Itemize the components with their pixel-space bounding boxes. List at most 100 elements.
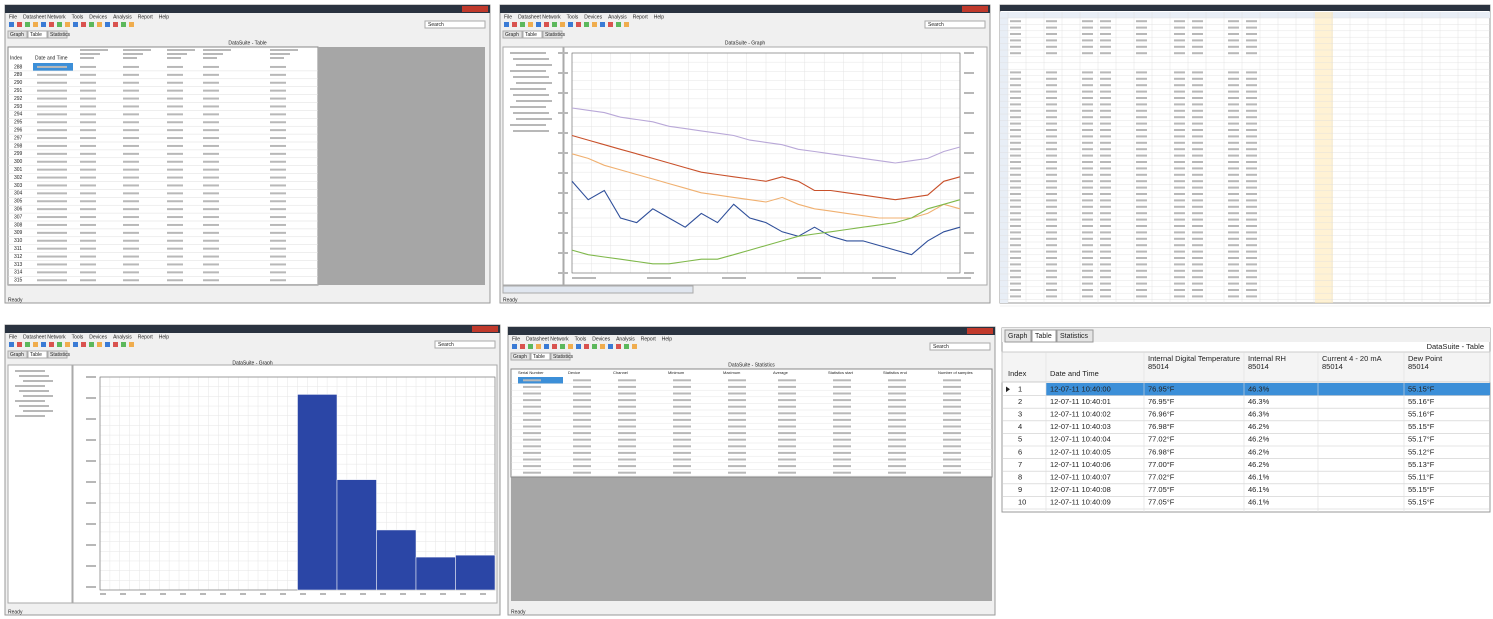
blurred-text	[203, 49, 231, 51]
blurred-text	[1228, 283, 1239, 285]
blurred-text	[1046, 27, 1057, 29]
blurred-text	[1246, 174, 1257, 176]
blurred-text	[1082, 123, 1093, 125]
tab-label[interactable]: Graph	[10, 32, 24, 38]
menu-item[interactable]: Datasheet Network	[518, 14, 561, 20]
menu-item[interactable]: File	[504, 14, 512, 20]
menu-item[interactable]: Devices	[89, 334, 107, 340]
blurred-text	[1246, 270, 1257, 272]
tab-label[interactable]: Statistics	[553, 354, 574, 360]
menu-item[interactable]: Datasheet Network	[23, 14, 66, 20]
blurred-text	[888, 393, 906, 395]
toolbar-icon	[57, 342, 62, 347]
search-placeholder[interactable]: Search	[933, 344, 949, 350]
blurred-text	[203, 248, 219, 250]
menu-item[interactable]: File	[9, 334, 17, 340]
menu-item[interactable]: Datasheet Network	[526, 336, 569, 342]
blurred-text	[728, 412, 746, 414]
blurred-text	[673, 379, 691, 381]
menu-item[interactable]: Help	[159, 334, 170, 340]
blurred-text	[1174, 231, 1185, 233]
menu-item[interactable]: Analysis	[113, 334, 132, 340]
blurred-text	[80, 121, 96, 123]
menu-item[interactable]: Report	[641, 336, 657, 342]
blurred-text	[1246, 219, 1257, 221]
blurred-text	[270, 184, 286, 186]
blurred-text	[1174, 180, 1185, 182]
blurred-text	[1046, 289, 1057, 291]
blurred-text	[1174, 244, 1185, 246]
search-placeholder[interactable]: Search	[438, 342, 454, 348]
menu-item[interactable]: Report	[138, 14, 154, 20]
blurred-text	[167, 121, 183, 123]
blurred-text	[1046, 116, 1057, 118]
blurred-text	[1100, 187, 1111, 189]
blurred-text	[1174, 33, 1185, 35]
blurred-text	[1082, 97, 1093, 99]
menu-item[interactable]: Tools	[72, 334, 84, 340]
toolbar-icon	[25, 22, 30, 27]
blurred-text	[37, 224, 67, 226]
tab-label[interactable]: Graph	[513, 354, 527, 360]
menu-item[interactable]: Devices	[584, 14, 602, 20]
blurred-text	[1082, 270, 1093, 272]
tab-label[interactable]: Table	[533, 354, 545, 360]
blurred-text	[123, 98, 139, 100]
blurred-text	[200, 593, 206, 595]
blurred-text	[1046, 295, 1057, 297]
tab-label[interactable]: Graph	[10, 352, 24, 358]
blurred-text	[80, 53, 100, 55]
blurred-text	[1010, 161, 1021, 163]
blurred-text	[1010, 238, 1021, 240]
menu-item[interactable]: Tools	[72, 14, 84, 20]
tab-label[interactable]: Graph	[1008, 333, 1028, 340]
menu-item[interactable]: Tools	[567, 14, 579, 20]
tab-label[interactable]: Statistics	[1060, 333, 1089, 340]
tab-label[interactable]: Table	[30, 352, 42, 358]
blurred-text	[80, 145, 96, 147]
blurred-text	[943, 426, 961, 428]
tab-label[interactable]: Table	[1035, 333, 1052, 340]
menu-item[interactable]: Devices	[89, 14, 107, 20]
toolbar-icon	[624, 344, 629, 349]
tab-label[interactable]: Table	[30, 32, 42, 38]
tab-label[interactable]: Statistics	[545, 32, 566, 38]
blurred-text	[833, 452, 851, 454]
tab-label[interactable]: Graph	[505, 32, 519, 38]
blurred-text	[1136, 123, 1147, 125]
blurred-text	[167, 161, 183, 163]
blurred-text	[778, 426, 796, 428]
menu-item[interactable]: Help	[654, 14, 665, 20]
tab-label[interactable]: Table	[525, 32, 537, 38]
menu-item[interactable]: File	[9, 14, 17, 20]
menu-item[interactable]: Tools	[575, 336, 587, 342]
menu-item[interactable]: File	[512, 336, 520, 342]
toolbar-icon	[73, 342, 78, 347]
blurred-text	[123, 200, 139, 202]
menu-item[interactable]: Help	[662, 336, 673, 342]
search-placeholder[interactable]: Search	[428, 22, 444, 28]
view-title: DataSuite - Table	[228, 40, 266, 46]
blurred-text	[167, 145, 183, 147]
blurred-text	[1082, 91, 1093, 93]
blurred-text	[260, 593, 266, 595]
menu-item[interactable]: Report	[138, 334, 154, 340]
menu-item[interactable]: Datasheet Network	[23, 334, 66, 340]
blurred-text	[320, 593, 326, 595]
menu-item[interactable]: Help	[159, 14, 170, 20]
search-placeholder[interactable]: Search	[928, 22, 944, 28]
menu-item[interactable]: Report	[633, 14, 649, 20]
blurred-text	[1228, 33, 1239, 35]
menu-item[interactable]: Analysis	[608, 14, 627, 20]
menu-item[interactable]: Devices	[592, 336, 610, 342]
blurred-text	[1228, 161, 1239, 163]
tab-label[interactable]: Statistics	[50, 32, 71, 38]
menu-item[interactable]: Analysis	[616, 336, 635, 342]
blurred-text	[1228, 212, 1239, 214]
blurred-text	[510, 52, 546, 54]
toolbar-icon	[552, 344, 557, 349]
tab-label[interactable]: Statistics	[50, 352, 71, 358]
blurred-text	[1010, 212, 1021, 214]
blurred-text	[964, 212, 974, 214]
menu-item[interactable]: Analysis	[113, 14, 132, 20]
